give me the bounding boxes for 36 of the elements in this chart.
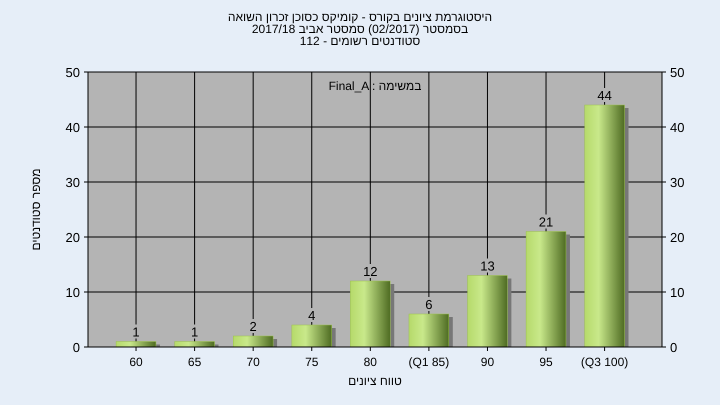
y-tick-label: 30 [66,175,80,190]
data-label: 13 [480,258,495,274]
y2-tick-label: 30 [670,175,684,190]
data-label: 6 [425,297,433,312]
data-label: 1 [190,324,198,340]
x-tick-label: 95 [539,355,554,369]
y2-tick-label: 20 [670,230,684,245]
data-label: 1 [132,324,140,340]
x-tick-label: 90 [480,355,494,369]
y-axis-title: מספר סטודנטים [29,168,43,251]
x-axis-title: טווח ציונים [348,374,402,388]
bar [116,341,156,348]
x-tick-label: (Q1 85) [408,355,450,369]
data-label: 4 [308,308,316,323]
x-tick-label: 75 [305,355,319,369]
x-tick-label: (Q3 100) [580,355,628,369]
y-tick-label: 50 [66,65,80,80]
chart-title: היסטוגרמת ציונים בקורס - קומיקס כסוכן זכרון השואה בסמסטר (02/2017) סמסטר אביב 2017/18 סטודנטים רשומים - 112 [228,10,492,48]
y-tick-label: 0 [72,340,80,355]
bar [174,341,215,348]
y2-tick-label: 50 [670,65,684,80]
y2-tick-label: 0 [670,340,678,355]
data-label: 2 [250,319,257,334]
y-tick-label: 10 [66,285,80,300]
annotation: Final_A : במשימה [328,79,422,93]
x-tick-label: 60 [129,355,144,369]
y-tick-label: 20 [66,230,80,245]
x-tick-label: 70 [246,355,260,369]
data-label: 12 [363,264,378,279]
x-tick-label: 65 [188,355,202,369]
y2-tick-label: 10 [670,285,684,300]
y-tick-label: 40 [66,120,80,135]
x-tick-label: 80 [364,355,378,369]
data-label: 21 [538,214,554,230]
data-label: 44 [597,88,612,103]
y2-tick-label: 40 [670,120,684,135]
